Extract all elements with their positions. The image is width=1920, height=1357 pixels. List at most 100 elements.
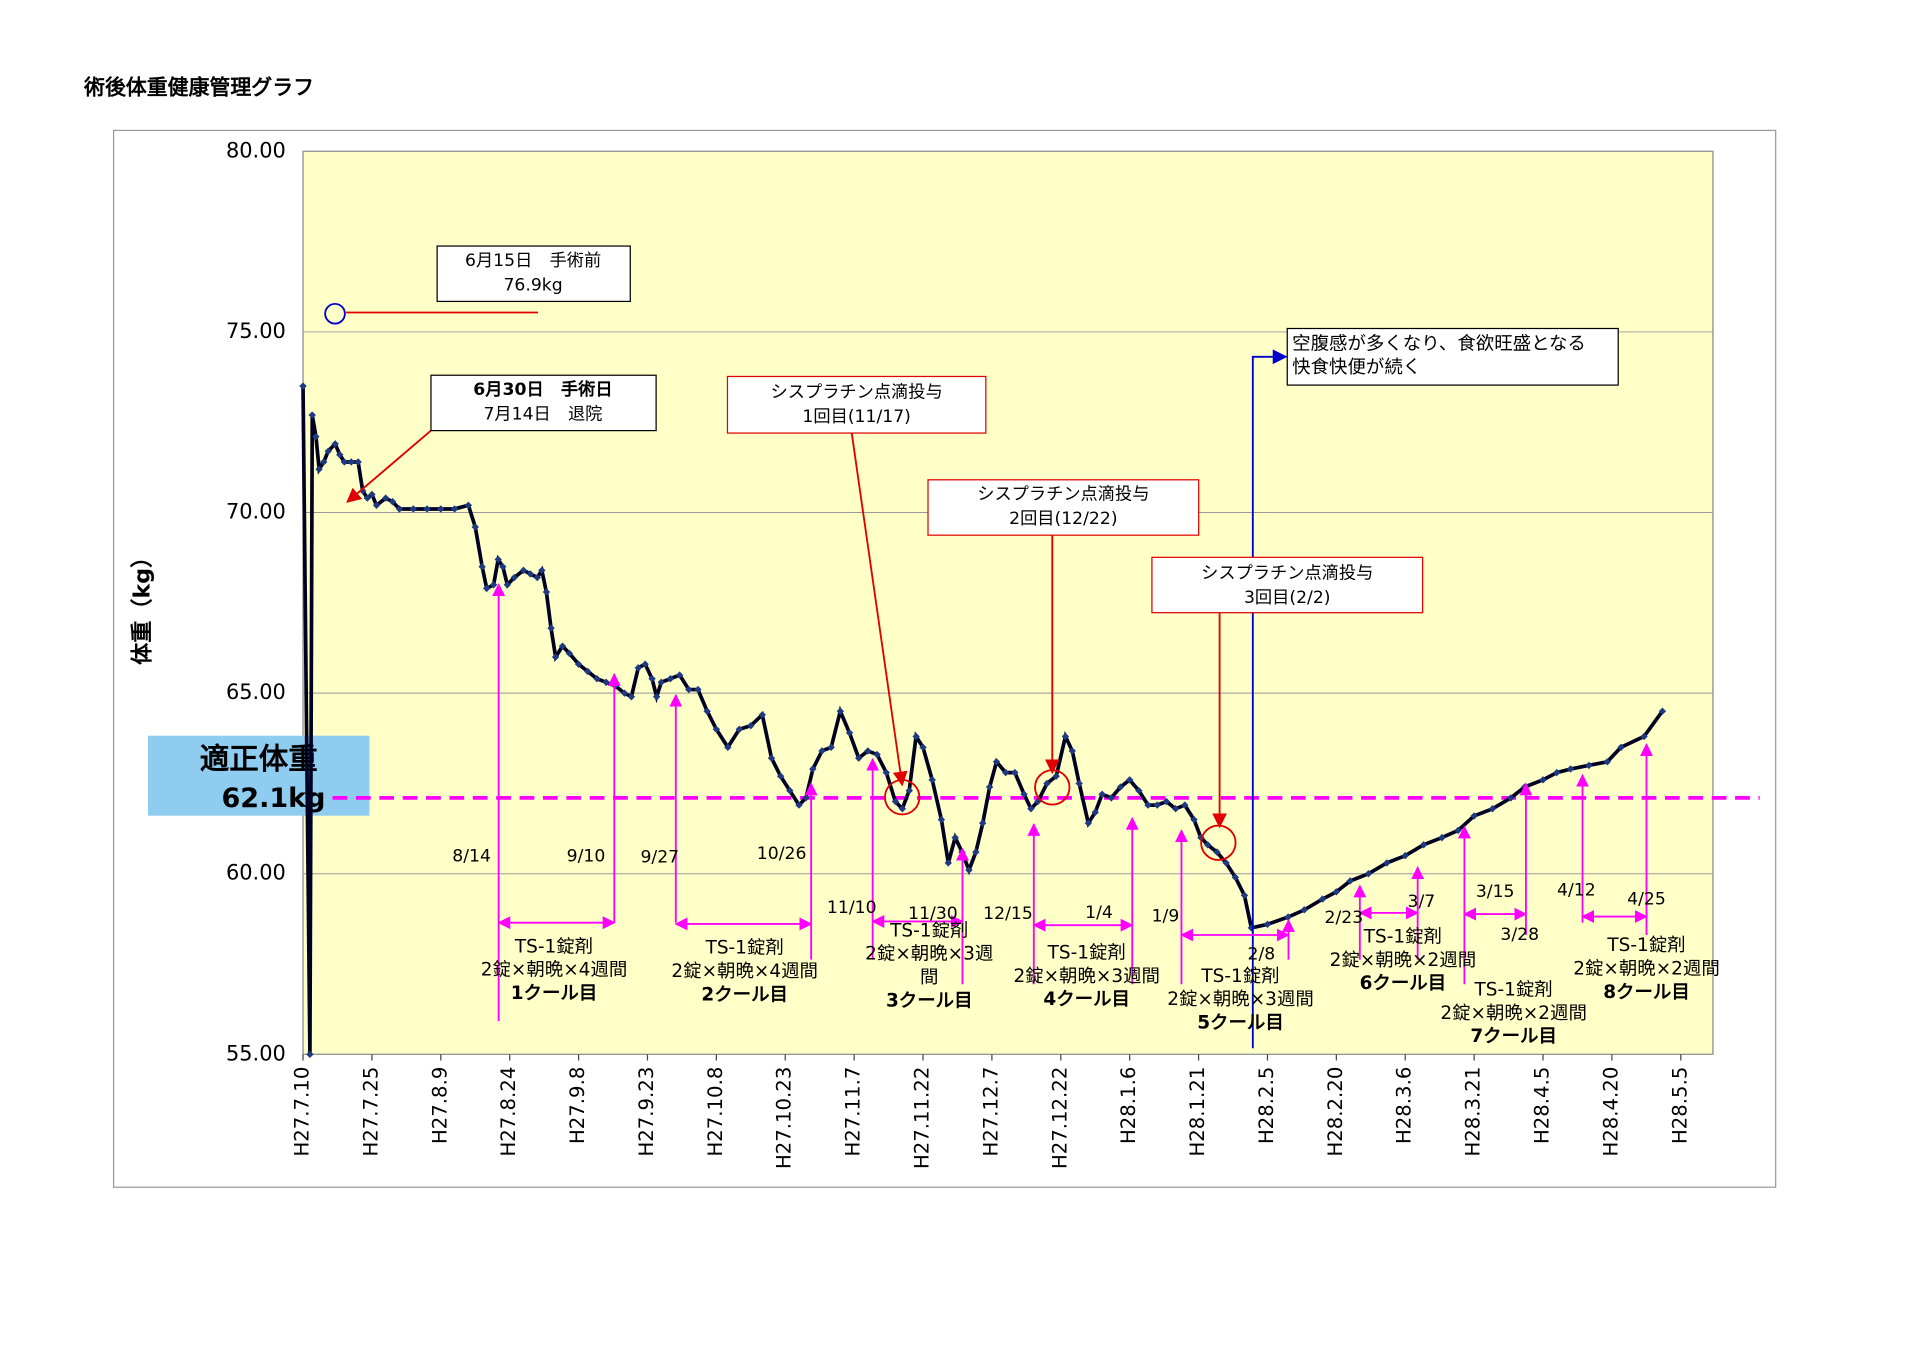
data-point xyxy=(1332,888,1341,896)
note-text: 空腹感が多くなり、食欲旺盛となる xyxy=(1292,333,1586,354)
y-axis-label: 体重（kg） xyxy=(130,546,156,665)
course-text: 1クール目 xyxy=(511,983,598,1004)
date-label: 3/15 xyxy=(1476,882,1515,902)
data-point xyxy=(694,685,702,694)
data-point xyxy=(703,707,711,715)
course-text: 6クール目 xyxy=(1360,973,1447,994)
data-point xyxy=(1107,794,1116,802)
y-tick-label: 80.00 xyxy=(226,138,286,162)
data-point xyxy=(1383,859,1391,867)
target-box xyxy=(148,735,370,816)
data-point xyxy=(565,649,574,658)
data-point xyxy=(1075,779,1083,788)
course-text: TS-1錠剤 xyxy=(705,938,784,959)
data-point xyxy=(1213,848,1221,856)
data-point xyxy=(767,754,776,762)
annotation-arrow xyxy=(1251,349,1288,1049)
x-tick-label: H27.8.9 xyxy=(428,1067,451,1144)
data-point xyxy=(1162,797,1171,806)
target-label: 適正体重 xyxy=(200,742,318,776)
course-text: 5クール目 xyxy=(1197,1013,1284,1034)
weight-line xyxy=(301,386,1664,1055)
data-point xyxy=(1153,801,1161,809)
data-point xyxy=(308,411,316,419)
data-point xyxy=(809,765,817,773)
date-label: 4/25 xyxy=(1627,889,1666,909)
x-tick-label: H28.2.5 xyxy=(1255,1067,1278,1144)
course-text: 2錠×朝晩×3週間 xyxy=(1013,966,1160,987)
data-point xyxy=(985,783,994,791)
course-text: 2錠×朝晩×2週間 xyxy=(1330,950,1477,971)
data-point xyxy=(758,711,766,719)
x-tick-label: H27.9.23 xyxy=(635,1067,658,1157)
x-tick-label: H28.4.20 xyxy=(1599,1067,1622,1157)
data-point xyxy=(363,494,372,502)
note-box xyxy=(430,374,657,432)
data-point xyxy=(483,584,491,593)
data-point xyxy=(340,458,349,466)
course-text: 2錠×朝晩×2週間 xyxy=(1440,1003,1587,1024)
date-label: 4/12 xyxy=(1557,881,1596,901)
data-point xyxy=(1222,859,1230,867)
x-tick-label: H27.7.25 xyxy=(359,1067,382,1157)
note-text: シスプラチン点滴投与 xyxy=(1201,563,1373,583)
x-tick-label: H27.11.7 xyxy=(842,1067,865,1157)
course-text: TS-1錠剤 xyxy=(514,936,593,957)
y-tick-label: 55.00 xyxy=(226,1041,286,1065)
data-point xyxy=(1135,786,1143,795)
x-tick-label: H27.8.24 xyxy=(497,1067,520,1157)
course-text: 2錠×朝晩×4週間 xyxy=(671,961,818,982)
date-label: 11/30 xyxy=(908,904,958,924)
date-label: 9/27 xyxy=(640,848,679,868)
note-text: 2回目(12/22) xyxy=(1009,509,1117,529)
data-point xyxy=(1617,743,1625,752)
data-point xyxy=(1300,906,1308,914)
data-point xyxy=(1116,783,1125,791)
data-point xyxy=(324,447,332,455)
data-point xyxy=(1603,758,1611,766)
x-tick-label: H28.2.20 xyxy=(1324,1067,1347,1157)
note-text: 1回目(11/17) xyxy=(802,407,910,427)
course-text: 2錠×朝晩×3週間 xyxy=(1167,989,1314,1010)
data-point xyxy=(1061,732,1070,741)
course-text: TS-1錠剤 xyxy=(1047,942,1126,963)
course-text: 2錠×朝晩×3週 xyxy=(865,944,993,965)
data-point xyxy=(1190,815,1198,824)
data-point xyxy=(951,833,959,842)
course-text: TS-1錠剤 xyxy=(889,920,968,941)
data-point xyxy=(526,570,535,578)
course-text: TS-1錠剤 xyxy=(1474,979,1553,1000)
data-point xyxy=(519,566,528,575)
data-point xyxy=(1401,851,1409,860)
x-tick-label: H27.12.22 xyxy=(1048,1067,1071,1169)
data-point xyxy=(786,786,794,795)
data-point xyxy=(965,866,973,874)
course-text: TS-1錠剤 xyxy=(1363,926,1442,947)
data-point xyxy=(312,432,320,441)
date-label: 1/9 xyxy=(1152,907,1180,927)
data-point xyxy=(1240,891,1249,900)
course-text: 2錠×朝晩×4週間 xyxy=(481,960,628,981)
course-text: 7クール目 xyxy=(1470,1026,1557,1047)
date-label: 10/26 xyxy=(757,844,807,864)
date-label: 2/23 xyxy=(1325,908,1364,928)
annotation-arrow xyxy=(346,429,432,503)
data-point xyxy=(666,675,675,683)
note-text: 6月15日 手術前 xyxy=(465,251,601,271)
data-point xyxy=(423,505,431,513)
course-text: 3クール目 xyxy=(886,990,973,1011)
data-point xyxy=(1507,794,1515,802)
data-point xyxy=(1539,776,1547,784)
data-point xyxy=(898,805,907,813)
date-label: 1/4 xyxy=(1085,903,1113,923)
data-point xyxy=(1204,841,1212,849)
note-text: 7月14日 退院 xyxy=(483,405,602,425)
data-point xyxy=(584,667,592,676)
note-text: シスプラチン点滴投与 xyxy=(977,485,1149,505)
data-point xyxy=(1284,913,1292,921)
data-point xyxy=(1263,920,1272,929)
data-point xyxy=(368,490,376,499)
chart-title: 術後体重健康管理グラフ xyxy=(83,76,314,100)
data-point xyxy=(320,458,328,466)
